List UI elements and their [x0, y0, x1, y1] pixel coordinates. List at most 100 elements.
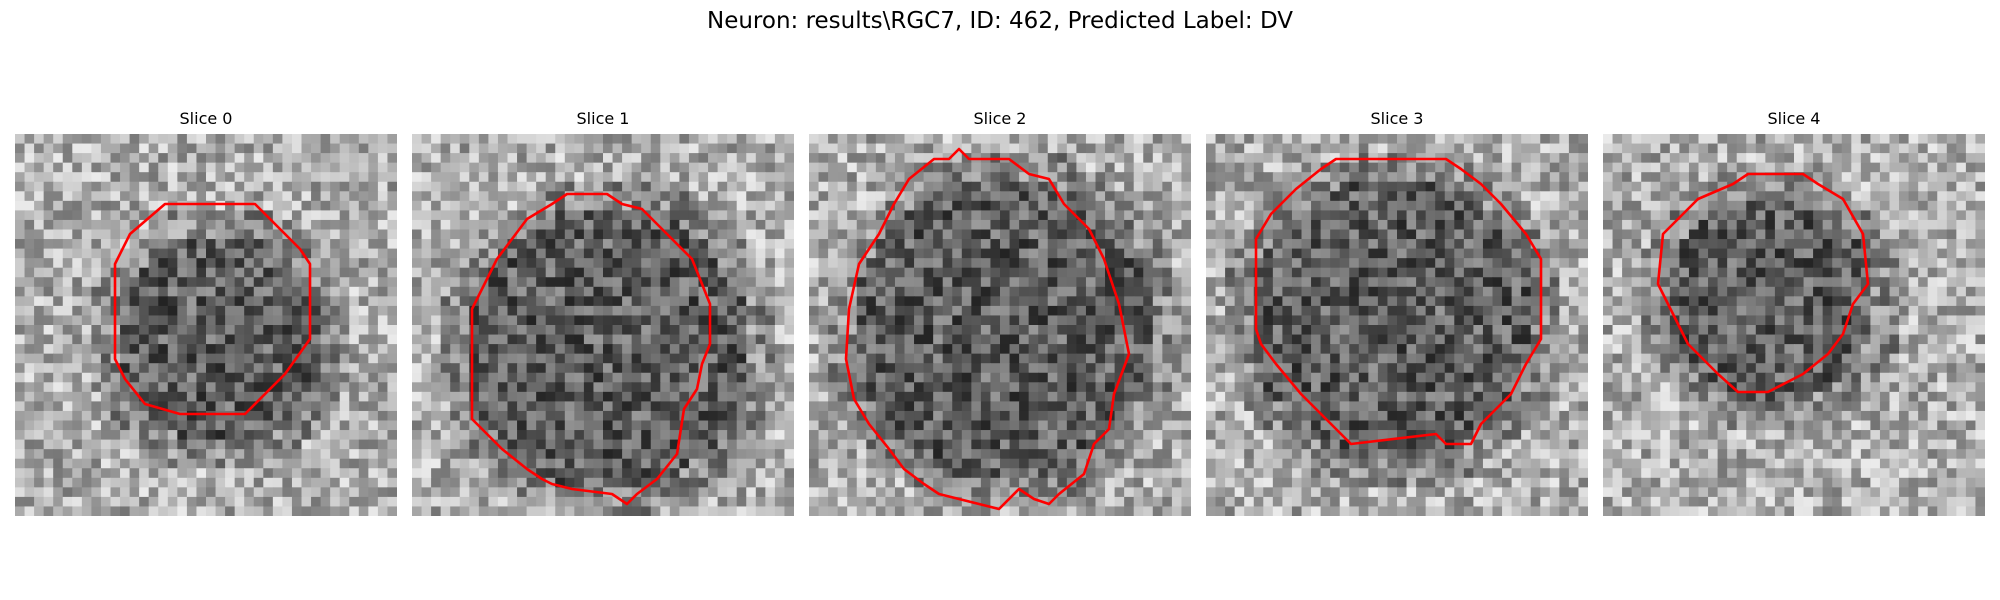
image-pixel [148, 420, 159, 431]
image-pixel [206, 449, 217, 460]
image-pixel [129, 305, 140, 317]
image-pixel [421, 391, 432, 402]
image-pixel [469, 458, 480, 469]
image-pixel [139, 258, 150, 269]
image-pixel [1047, 239, 1058, 250]
image-pixel [1339, 172, 1350, 183]
image-pixel [933, 420, 944, 431]
image-pixel [774, 344, 786, 355]
image-pixel [139, 344, 150, 355]
image-pixel [765, 334, 776, 345]
image-pixel [990, 477, 1001, 488]
image-pixel [507, 334, 518, 345]
image-pixel [688, 420, 700, 431]
image-pixel [263, 267, 274, 278]
image-pixel [158, 401, 169, 412]
image-pixel [1114, 439, 1125, 450]
image-pixel [272, 286, 283, 297]
image-pixel [167, 334, 178, 345]
image-pixel [583, 267, 595, 278]
image-pixel [828, 449, 839, 460]
image-pixel [421, 430, 432, 441]
image-pixel [158, 258, 169, 269]
image-pixel [177, 172, 188, 183]
image-pixel [809, 401, 820, 412]
image-pixel [320, 296, 331, 307]
image-pixel [24, 143, 35, 154]
image-pixel [622, 401, 633, 412]
image-pixel [952, 172, 963, 183]
image-pixel [1124, 239, 1135, 250]
image-pixel [536, 229, 547, 240]
image-pixel [440, 219, 451, 231]
image-pixel [564, 315, 575, 326]
image-pixel [574, 153, 585, 164]
image-pixel [914, 477, 925, 488]
image-pixel [847, 372, 858, 383]
image-pixel [282, 401, 293, 412]
image-pixel [818, 372, 829, 383]
image-pixel [1397, 143, 1408, 154]
image-pixel [564, 219, 575, 231]
image-pixel [828, 382, 839, 393]
image-pixel [263, 305, 274, 317]
image-pixel [1057, 325, 1068, 336]
image-pixel [186, 162, 198, 173]
image-pixel [526, 439, 537, 450]
image-pixel [24, 382, 35, 393]
image-pixel [186, 305, 198, 317]
image-pixel [1406, 134, 1417, 145]
image-pixel [631, 506, 642, 516]
image-pixel [679, 134, 690, 145]
image-pixel [774, 258, 786, 269]
image-pixel [1000, 305, 1011, 317]
image-pixel [43, 430, 54, 441]
image-pixel [1568, 134, 1580, 145]
image-pixel [120, 200, 131, 211]
image-pixel [1047, 210, 1058, 221]
image-pixel [1009, 344, 1020, 355]
image-pixel [129, 477, 140, 488]
image-pixel [311, 458, 322, 469]
image-pixel [952, 496, 963, 508]
image-pixel [421, 191, 432, 202]
image-pixel [875, 344, 886, 355]
image-pixel [1171, 458, 1183, 469]
image-pixel [206, 420, 217, 431]
image-pixel [421, 219, 432, 231]
image-pixel [234, 277, 245, 288]
image-pixel [301, 305, 312, 317]
image-pixel [1076, 315, 1087, 326]
image-pixel [866, 181, 877, 192]
image-pixel [34, 353, 45, 364]
image-pixel [263, 344, 274, 355]
image-pixel [1057, 344, 1068, 355]
image-pixel [622, 449, 633, 460]
image-pixel [478, 487, 489, 498]
image-pixel [234, 258, 245, 269]
image-pixel [431, 430, 442, 441]
image-pixel [708, 449, 719, 460]
image-pixel [291, 267, 303, 278]
image-pixel [450, 334, 461, 345]
image-pixel [358, 315, 369, 326]
image-pixel [339, 315, 350, 326]
image-pixel [330, 449, 341, 460]
image-pixel [431, 496, 442, 508]
image-pixel [923, 181, 934, 192]
image-pixel [933, 353, 944, 364]
image-pixel [837, 506, 848, 516]
image-pixel [765, 162, 776, 173]
image-pixel [708, 439, 719, 450]
image-pixel [603, 496, 614, 508]
image-pixel [746, 210, 757, 221]
image-pixel [81, 277, 92, 288]
image-pixel [736, 477, 747, 488]
image-pixel [856, 334, 867, 345]
image-pixel [120, 315, 131, 326]
image-pixel [320, 315, 331, 326]
image-pixel [837, 449, 848, 460]
image-pixel [784, 372, 794, 383]
image-pixel [669, 200, 680, 211]
image-pixel [961, 286, 972, 297]
